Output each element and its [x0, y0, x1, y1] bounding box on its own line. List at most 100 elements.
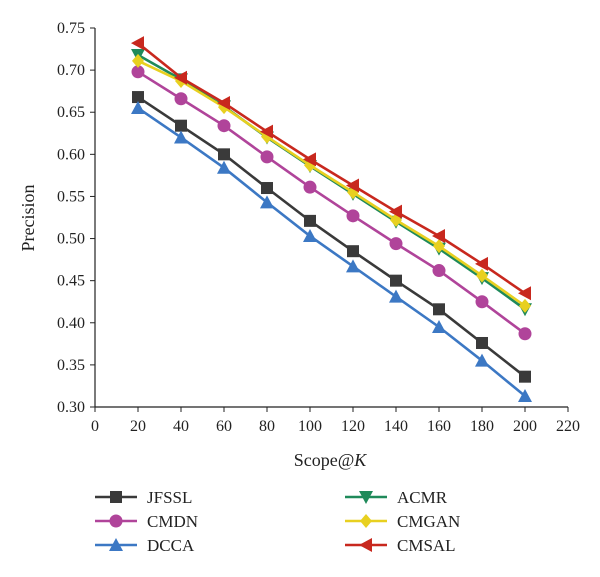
series-dcca — [131, 101, 532, 403]
x-tick-label: 40 — [173, 418, 189, 435]
data-point-jfssl — [347, 245, 359, 258]
data-point-jfssl — [390, 274, 402, 287]
x-axis-label: Scope@K — [294, 450, 368, 470]
series-line-cmdn — [137, 70, 526, 335]
data-point-cmdn — [260, 150, 274, 164]
legend-label-jfssl: JFSSL — [147, 488, 192, 507]
data-point-cmsal — [131, 36, 144, 51]
legend-label-acmr: ACMR — [397, 488, 448, 507]
data-point-dcca — [217, 160, 231, 174]
data-point-cmdn — [174, 92, 188, 106]
data-point-cmdn — [518, 327, 532, 341]
data-point-jfssl — [175, 119, 187, 132]
data-point-cmdn — [475, 295, 489, 309]
y-tick-label: 0.40 — [57, 315, 85, 332]
series-layer — [131, 36, 532, 403]
y-tick-label: 0.45 — [57, 273, 85, 290]
data-point-dcca — [475, 353, 489, 367]
y-tick-label: 0.50 — [57, 231, 85, 248]
data-point-cmdn — [346, 209, 360, 223]
y-tick-label: 0.60 — [57, 146, 85, 163]
legend-label-dcca: DCCA — [147, 536, 195, 555]
x-tick-label: 160 — [427, 418, 451, 435]
data-point-dcca — [518, 389, 532, 403]
legend-marker-acmr — [359, 491, 373, 504]
data-point-cmdn — [389, 237, 403, 251]
series-line-dcca — [137, 106, 526, 398]
x-tick-label: 100 — [298, 418, 322, 435]
x-axis-label-text: Scope@ — [294, 450, 355, 470]
data-point-cmsal — [389, 204, 402, 219]
x-tick-label: 20 — [130, 418, 146, 435]
x-axis-label-italic: K — [353, 450, 367, 470]
data-point-cmgan — [433, 239, 445, 254]
x-tick-label: 220 — [556, 418, 580, 435]
legend-marker-jfssl — [110, 491, 122, 503]
legend: JFSSL CMDN DCCA ACMR CMGAN CMSAL — [95, 488, 460, 555]
y-tick-label: 0.35 — [57, 357, 85, 374]
x-tick-label: 180 — [470, 418, 494, 435]
legend-item-cmgan: CMGAN — [345, 512, 460, 531]
data-point-cmsal — [346, 178, 359, 193]
ticks: 0 20 40 60 80 100 120 140 160 180 200 220 0.30 0.35 0.… — [57, 20, 580, 435]
data-point-dcca — [260, 195, 274, 209]
series-acmr — [131, 48, 532, 317]
legend-marker-dcca — [109, 538, 123, 551]
legend-marker-cmdn — [109, 514, 123, 528]
legend-item-cmsal: CMSAL — [345, 536, 456, 555]
data-point-jfssl — [132, 91, 144, 104]
data-point-cmgan — [519, 298, 531, 313]
data-point-cmdn — [217, 119, 231, 133]
legend-label-cmsal: CMSAL — [397, 536, 456, 555]
data-point-cmsal — [217, 95, 230, 110]
legend-item-cmdn: CMDN — [95, 512, 198, 531]
x-tick-label: 200 — [513, 418, 537, 435]
legend-marker-cmgan — [360, 514, 372, 528]
data-point-cmgan — [132, 53, 144, 68]
y-tick-label: 0.65 — [57, 104, 85, 121]
legend-item-jfssl: JFSSL — [95, 488, 192, 507]
x-tick-label: 140 — [384, 418, 408, 435]
data-point-cmdn — [432, 264, 446, 278]
y-tick-label: 0.30 — [57, 399, 85, 416]
series-line-jfssl — [137, 95, 526, 378]
series-line-cmsal — [137, 42, 526, 295]
data-point-dcca — [346, 259, 360, 273]
data-point-jfssl — [476, 336, 488, 349]
series-cmdn — [131, 65, 532, 341]
data-point-cmsal — [303, 152, 316, 167]
x-tick-label: 80 — [259, 418, 275, 435]
data-point-jfssl — [261, 182, 273, 195]
legend-marker-cmsal — [359, 538, 372, 552]
y-tick-label: 0.70 — [57, 62, 85, 79]
data-point-cmsal — [260, 124, 273, 139]
data-point-cmsal — [475, 256, 488, 271]
data-point-jfssl — [218, 148, 230, 161]
data-point-jfssl — [304, 214, 316, 227]
series-line-acmr — [137, 53, 526, 311]
data-point-dcca — [432, 319, 446, 333]
legend-label-cmgan: CMGAN — [397, 512, 460, 531]
data-point-jfssl — [519, 370, 531, 383]
legend-label-cmdn: CMDN — [147, 512, 198, 531]
data-point-dcca — [303, 229, 317, 243]
x-tick-label: 120 — [341, 418, 365, 435]
legend-item-dcca: DCCA — [95, 536, 195, 555]
data-point-cmgan — [476, 268, 488, 283]
data-point-cmdn — [303, 180, 317, 194]
y-tick-label: 0.55 — [57, 188, 85, 205]
data-point-dcca — [174, 130, 188, 144]
data-point-cmsal — [432, 229, 445, 244]
data-point-dcca — [389, 289, 403, 303]
data-point-jfssl — [433, 303, 445, 316]
data-point-dcca — [131, 101, 145, 115]
data-point-cmsal — [518, 286, 531, 301]
legend-item-acmr: ACMR — [345, 488, 448, 507]
x-tick-label: 60 — [216, 418, 232, 435]
series-line-cmgan — [137, 59, 526, 307]
data-point-cmsal — [174, 70, 187, 85]
data-point-cmdn — [131, 65, 145, 79]
series-cmgan — [132, 53, 531, 313]
y-tick-label: 0.75 — [57, 20, 85, 37]
